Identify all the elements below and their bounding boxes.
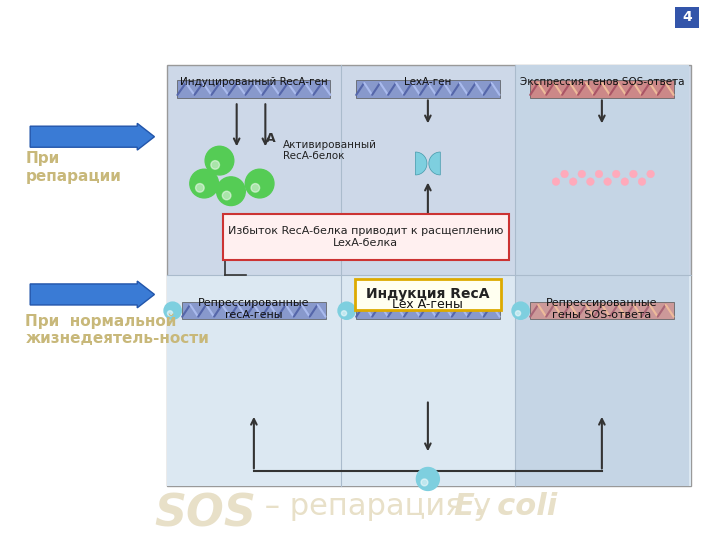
FancyBboxPatch shape xyxy=(177,80,330,98)
Text: 4: 4 xyxy=(682,10,692,24)
Circle shape xyxy=(595,170,603,178)
FancyArrow shape xyxy=(30,123,155,150)
Circle shape xyxy=(604,178,611,185)
Circle shape xyxy=(516,310,521,316)
Circle shape xyxy=(222,191,231,200)
Circle shape xyxy=(570,178,577,185)
Circle shape xyxy=(578,170,585,178)
Polygon shape xyxy=(429,152,441,175)
Circle shape xyxy=(217,177,246,206)
Circle shape xyxy=(251,184,260,192)
Circle shape xyxy=(246,169,274,198)
FancyBboxPatch shape xyxy=(675,6,699,28)
Text: Lex A-гены: Lex A-гены xyxy=(392,298,463,311)
Circle shape xyxy=(629,170,637,178)
Text: LexA-ген: LexA-ген xyxy=(404,77,451,87)
Text: Избыток RecA-белка приводит к расщеплению
LexA-белка: Избыток RecA-белка приводит к расщеплени… xyxy=(228,226,503,248)
FancyBboxPatch shape xyxy=(355,279,500,310)
Text: Индуцированный RecA-ген: Индуцированный RecA-ген xyxy=(180,77,328,87)
Circle shape xyxy=(587,178,594,185)
FancyArrow shape xyxy=(30,281,155,308)
Text: Репрессированные
гены SOS-ответа: Репрессированные гены SOS-ответа xyxy=(546,298,657,320)
Text: При
репарации: При репарации xyxy=(25,151,121,184)
FancyBboxPatch shape xyxy=(182,302,325,319)
Circle shape xyxy=(621,178,629,185)
Circle shape xyxy=(168,310,173,316)
Text: А: А xyxy=(266,132,276,145)
Circle shape xyxy=(638,178,646,185)
Circle shape xyxy=(341,310,346,316)
FancyBboxPatch shape xyxy=(356,302,500,319)
FancyBboxPatch shape xyxy=(356,80,500,98)
Text: SOS: SOS xyxy=(155,492,256,535)
FancyBboxPatch shape xyxy=(530,80,674,98)
Text: Индукция RecA: Индукция RecA xyxy=(366,287,490,301)
FancyBboxPatch shape xyxy=(167,65,690,485)
Text: – репарация у: – репарация у xyxy=(255,492,501,521)
Circle shape xyxy=(196,184,204,192)
Circle shape xyxy=(211,160,220,169)
Text: Активированный
RecA-белок: Активированный RecA-белок xyxy=(282,139,377,161)
Polygon shape xyxy=(415,152,427,175)
Text: E. coli: E. coli xyxy=(454,492,557,521)
Circle shape xyxy=(613,170,620,178)
FancyBboxPatch shape xyxy=(167,275,690,485)
Circle shape xyxy=(190,169,218,198)
FancyBboxPatch shape xyxy=(530,302,674,319)
Circle shape xyxy=(416,468,439,490)
Circle shape xyxy=(338,302,355,319)
Circle shape xyxy=(421,479,428,486)
Circle shape xyxy=(205,146,234,175)
FancyBboxPatch shape xyxy=(515,65,689,485)
Circle shape xyxy=(512,302,529,319)
Circle shape xyxy=(552,178,560,185)
FancyBboxPatch shape xyxy=(223,214,509,260)
Circle shape xyxy=(647,170,654,178)
Text: Репрессированные
recA-гены: Репрессированные recA-гены xyxy=(198,298,310,320)
Circle shape xyxy=(164,302,181,319)
Circle shape xyxy=(561,170,568,178)
Text: При  нормальной
жизнедеятель-ности: При нормальной жизнедеятель-ности xyxy=(25,313,210,346)
Text: Экспрессия генов SOS-ответа: Экспрессия генов SOS-ответа xyxy=(520,77,684,87)
